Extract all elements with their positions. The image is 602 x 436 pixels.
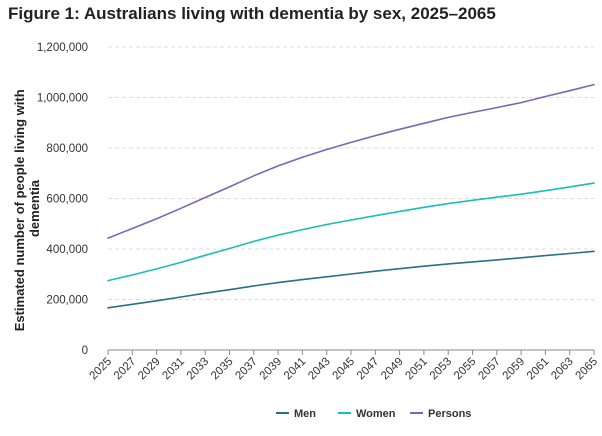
x-tick-label: 2047 — [355, 356, 382, 383]
x-tick-label: 2027 — [112, 356, 139, 383]
series-line-persons — [107, 83, 595, 239]
legend-label-women: Women — [356, 408, 396, 420]
y-tick-label: 400,000 — [46, 244, 88, 256]
y-tick-label: 800,000 — [46, 143, 88, 155]
series-line-men — [107, 250, 595, 309]
gridlines — [108, 46, 594, 300]
y-axis-title-line-1: Estimated number of people living with — [12, 89, 27, 331]
y-tick-label: 1,200,000 — [37, 42, 88, 54]
x-tick-label: 2049 — [379, 356, 406, 383]
x-tick-label: 2045 — [331, 356, 358, 383]
x-tick-label: 2031 — [160, 356, 187, 383]
legend: Men Women Persons — [276, 408, 471, 420]
legend-label-men: Men — [294, 408, 316, 420]
x-tick-label: 2033 — [185, 356, 212, 383]
x-tick-label: 2043 — [306, 356, 333, 383]
x-tick-label: 2051 — [403, 356, 430, 383]
series-lines — [107, 83, 595, 309]
y-axis-ticks: 0 200,000 400,000 600,000 800,000 1,000,000 1,… — [37, 42, 88, 357]
chart-title: Figure 1: Australians living with dement… — [8, 4, 496, 23]
x-tick-label: 2041 — [282, 356, 309, 383]
x-tick-label: 2063 — [549, 356, 576, 383]
y-axis-title: Estimated number of people living with d… — [12, 86, 42, 332]
x-tick-label: 2055 — [452, 356, 479, 383]
x-tick-label: 2065 — [574, 356, 601, 383]
x-tick-label: 2059 — [501, 356, 528, 383]
y-axis-title-line-2: dementia — [27, 179, 42, 237]
x-tick-label: 2039 — [258, 356, 285, 383]
x-tick-label: 2035 — [209, 356, 236, 383]
y-tick-label: 0 — [82, 345, 88, 357]
x-tick-label: 2037 — [233, 356, 260, 383]
x-tick-label: 2029 — [136, 356, 163, 383]
y-tick-label: 200,000 — [46, 295, 88, 307]
x-axis-ticks: 2025202720292031203320352037203920412043… — [88, 350, 601, 383]
x-tick-label: 2053 — [428, 356, 455, 383]
x-tick-label: 2025 — [88, 356, 115, 383]
series-line-women — [107, 182, 595, 282]
legend-label-persons: Persons — [428, 408, 471, 420]
x-tick-label: 2061 — [525, 356, 552, 383]
y-tick-label: 600,000 — [46, 194, 88, 206]
x-tick-label: 2057 — [476, 356, 503, 383]
y-tick-label: 1,000,000 — [37, 93, 88, 105]
